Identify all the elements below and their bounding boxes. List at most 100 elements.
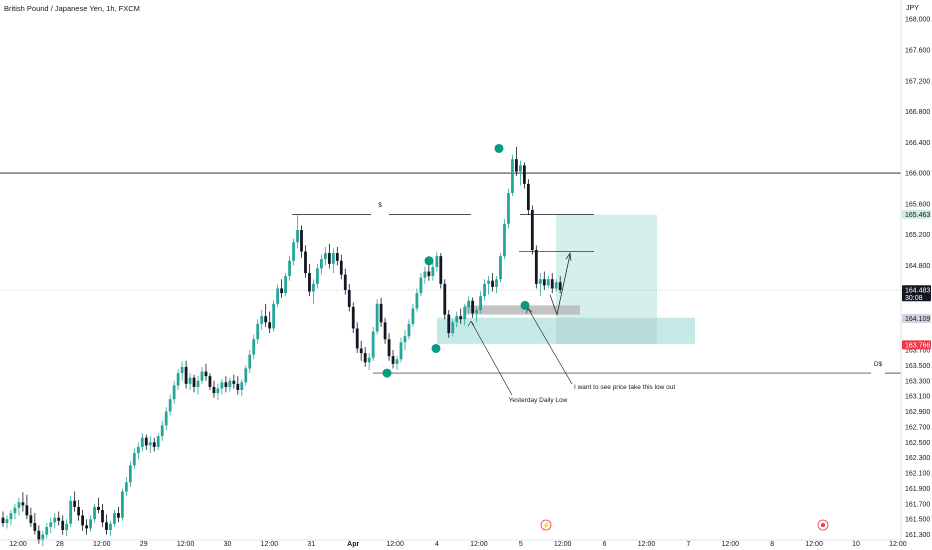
candle-body (124, 482, 128, 492)
candle-body (280, 288, 283, 294)
price-tick-label: 166.400 (905, 140, 930, 147)
price-tick-label: 162.500 (905, 440, 930, 447)
candle-body (29, 515, 33, 524)
price-tick-label: 161.500 (905, 517, 930, 524)
price-axis: 161.300 161.500 161.700 161.900 162.100 162.3… (905, 17, 930, 539)
candle-body (45, 526, 49, 535)
candle-body (383, 322, 387, 340)
candle-body (331, 253, 335, 264)
candle-body (196, 380, 200, 387)
candle-body (184, 366, 188, 384)
candle-body (435, 256, 439, 267)
horizontal-levels (0, 172, 901, 374)
candle-body (204, 371, 208, 377)
candle-body (240, 382, 244, 390)
svg-text:⚡: ⚡ (542, 522, 550, 530)
candle-body (375, 303, 379, 332)
candle-body (447, 314, 451, 334)
price-badge-label: 164.483 (905, 287, 930, 294)
price-badge-label: 165.463 (905, 212, 930, 219)
time-tick-label: 12:00 (554, 541, 572, 548)
candle-body (308, 273, 311, 292)
candle-body (25, 505, 29, 516)
candle-body (347, 290, 351, 307)
candle-body (61, 520, 65, 530)
candle-body (554, 282, 558, 289)
price-tick-label: 163.300 (905, 378, 930, 385)
candle-body (327, 253, 331, 264)
candle-body (276, 288, 280, 304)
take-low-note: I want to see price take this low out (574, 384, 675, 391)
candle-body (487, 280, 490, 284)
candle-body (491, 280, 494, 287)
price-tick-label: 166.000 (905, 171, 930, 178)
candle-body (479, 296, 482, 310)
time-tick-label: 12:00 (722, 541, 740, 548)
candle-body (252, 339, 256, 355)
candle-body (300, 230, 303, 252)
price-tick-label: 162.300 (905, 455, 930, 462)
candle-body (152, 442, 156, 447)
time-tick-label: 12:00 (889, 541, 907, 548)
swing-point-marker (431, 343, 441, 353)
candle-body (391, 356, 395, 364)
candle-body (339, 260, 343, 275)
candle-body (427, 271, 431, 277)
candle-body (423, 271, 427, 278)
candle-body (244, 368, 248, 383)
countdown-label: 30:08 (905, 295, 923, 302)
candle-body (463, 306, 467, 320)
candle-body (224, 382, 228, 387)
candle-body (268, 322, 272, 329)
candle-body (455, 316, 459, 323)
price-tick-label: 165.200 (905, 232, 930, 239)
time-tick-label: 12:00 (470, 541, 488, 548)
event-flag-icon[interactable]: ⚡ (540, 519, 552, 531)
event-flag-icon[interactable] (817, 519, 829, 531)
liquidity-label: $ (378, 202, 382, 209)
candle-body (200, 371, 204, 381)
candle-body (164, 411, 168, 426)
candle-body (411, 308, 415, 324)
daily-liquidity-label: D$ (874, 361, 883, 368)
candle-body (343, 274, 347, 290)
arrow-head (525, 307, 533, 314)
candle-body (13, 507, 17, 514)
price-badge-label: 164.109 (905, 316, 930, 323)
price-badge (902, 340, 931, 350)
candle-body (467, 300, 471, 307)
candle-body (144, 437, 148, 446)
price-tick-label: 161.700 (905, 501, 930, 508)
candle-body (208, 376, 212, 387)
time-tick-label: 8 (770, 541, 774, 548)
currency-label: JPY (906, 5, 919, 12)
price-tick-label: 163.500 (905, 363, 930, 370)
arrow-head (467, 320, 475, 327)
swing-point-marker (520, 300, 530, 310)
time-tick-label: 12:00 (805, 541, 823, 548)
candle-body (471, 300, 475, 314)
candle-body (260, 316, 264, 324)
price-tick-label: 161.900 (905, 486, 930, 493)
price-tick-label: 162.100 (905, 471, 930, 478)
candle-body (176, 373, 180, 386)
candle-body (323, 253, 327, 260)
time-tick-label: Apr (347, 541, 359, 548)
candle-body (495, 279, 498, 287)
candle-body (550, 279, 554, 289)
candle-body (192, 377, 196, 387)
time-axis: 12:00 28 12:00 29 12:00 30 12:00 31 Apr 12:00 4 12:… (9, 541, 907, 548)
candle-body (57, 517, 61, 521)
price-tick-label: 164.800 (905, 263, 930, 270)
time-tick-label: 10 (852, 541, 860, 548)
candle-body (415, 293, 419, 309)
price-tick-label: 161.300 (905, 532, 930, 539)
swing-point-marker (494, 143, 504, 153)
candle-body (69, 500, 73, 524)
candle-body (89, 519, 92, 529)
candlestick-series (1, 146, 562, 547)
chart-title: British Pound / Japanese Yen, 1h, FXCM (4, 4, 140, 13)
time-tick-label: 12:00 (9, 541, 27, 548)
candle-body (359, 348, 363, 354)
